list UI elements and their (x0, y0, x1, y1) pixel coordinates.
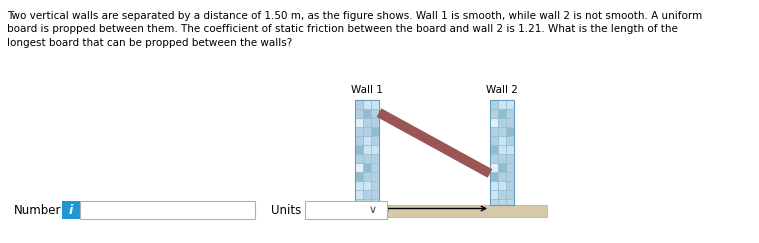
Text: board is propped between them. The coefficient of static friction between the bo: board is propped between them. The coeff… (7, 25, 678, 35)
Text: longest board that can be propped between the walls?: longest board that can be propped betwee… (7, 38, 292, 48)
Bar (364, 164, 370, 172)
Bar (305, 201, 387, 219)
Bar (506, 101, 514, 109)
Bar (364, 173, 370, 181)
Bar (506, 191, 514, 199)
Bar (371, 155, 379, 163)
Bar (499, 191, 505, 199)
Bar (364, 137, 370, 145)
Bar (490, 100, 514, 205)
Bar (364, 155, 370, 163)
Bar (371, 128, 379, 136)
Bar (355, 182, 363, 190)
Bar (371, 173, 379, 181)
Bar (364, 191, 370, 199)
Bar (490, 173, 497, 181)
Bar (355, 128, 363, 136)
Bar (506, 155, 514, 163)
Bar (506, 182, 514, 190)
Text: ∨: ∨ (369, 205, 377, 215)
Bar (490, 110, 497, 118)
Text: Two vertical walls are separated by a distance of 1.50 m, as the figure shows. W: Two vertical walls are separated by a di… (7, 11, 702, 21)
Bar (371, 146, 379, 154)
Bar (371, 164, 379, 172)
Bar (355, 164, 363, 172)
Bar (355, 119, 363, 127)
Bar (506, 119, 514, 127)
Bar (355, 146, 363, 154)
Bar (506, 137, 514, 145)
Bar (80, 201, 255, 219)
Bar (355, 173, 363, 181)
Bar (364, 146, 370, 154)
Bar (62, 201, 80, 219)
Bar (490, 146, 497, 154)
Bar (506, 110, 514, 118)
Text: Units: Units (271, 203, 301, 217)
Text: i: i (69, 203, 73, 217)
Bar (364, 182, 370, 190)
Bar (371, 119, 379, 127)
Bar (355, 137, 363, 145)
Bar (499, 155, 505, 163)
Bar (506, 164, 514, 172)
Bar (499, 173, 505, 181)
Bar (490, 137, 497, 145)
Bar (499, 119, 505, 127)
Bar (364, 101, 370, 109)
Bar (371, 101, 379, 109)
Bar (355, 191, 363, 199)
Bar (499, 110, 505, 118)
Bar (490, 128, 497, 136)
Bar (499, 146, 505, 154)
Bar (355, 155, 363, 163)
Bar (364, 128, 370, 136)
Bar (490, 101, 497, 109)
Bar (371, 110, 379, 118)
Bar (506, 146, 514, 154)
Bar (355, 100, 379, 205)
Bar (371, 137, 379, 145)
Bar (499, 128, 505, 136)
Bar (371, 182, 379, 190)
Text: Number: Number (14, 203, 61, 217)
Bar (506, 128, 514, 136)
Bar (506, 173, 514, 181)
Bar (490, 119, 497, 127)
Bar (499, 137, 505, 145)
Bar (364, 119, 370, 127)
Bar (337, 205, 547, 217)
Bar (499, 101, 505, 109)
Bar (490, 164, 497, 172)
Bar (490, 182, 497, 190)
Bar (355, 110, 363, 118)
Bar (371, 191, 379, 199)
Bar (490, 155, 497, 163)
Bar (499, 164, 505, 172)
Bar (364, 110, 370, 118)
Text: Wall 1: Wall 1 (351, 85, 383, 95)
Bar (355, 101, 363, 109)
Bar (499, 182, 505, 190)
Bar (490, 191, 497, 199)
Text: Wall 2: Wall 2 (486, 85, 518, 95)
